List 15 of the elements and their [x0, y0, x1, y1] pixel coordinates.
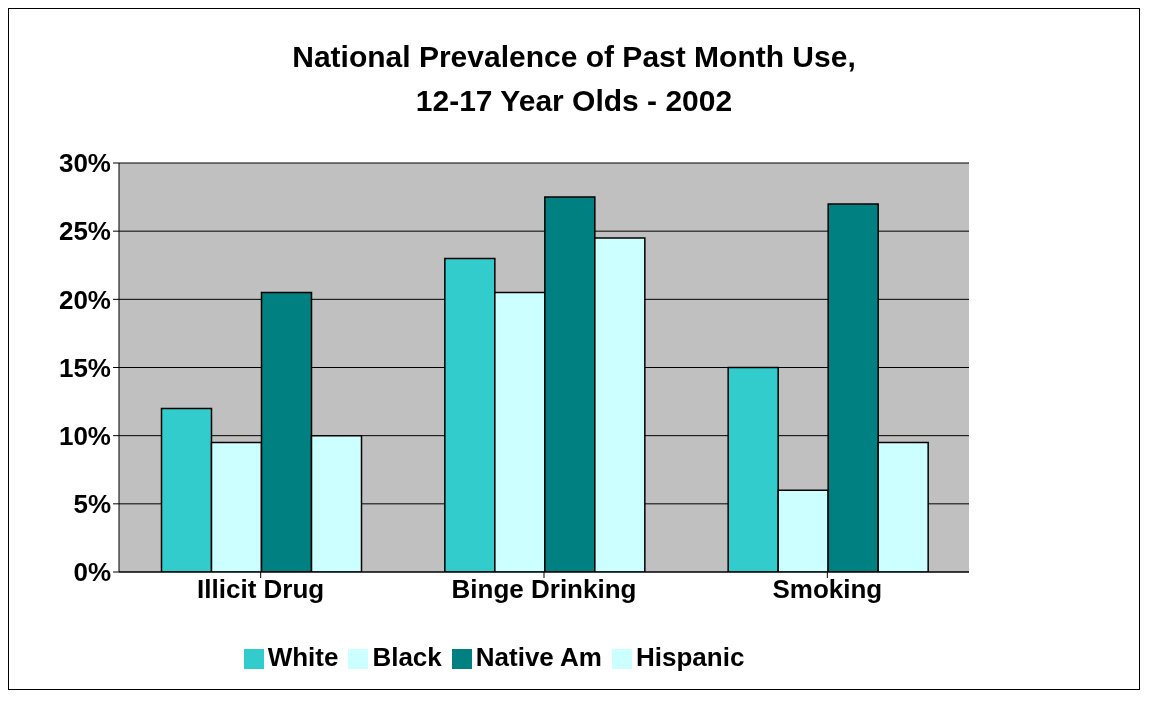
y-tick-label: 0%: [73, 557, 111, 588]
legend-label: White: [267, 642, 339, 672]
y-tick-label: 25%: [58, 216, 111, 247]
legend-label: Hispanic: [635, 642, 745, 672]
x-tick-label: Illicit Drug: [197, 574, 325, 605]
y-tick-label: 20%: [58, 284, 111, 315]
y-tick-label: 5%: [73, 489, 111, 520]
legend-label: Black: [372, 642, 442, 672]
y-tick-label: 15%: [58, 352, 111, 383]
y-tick-label: 10%: [58, 420, 111, 451]
chart-title: National Prevalence of Past Month Use, 12-17 Year Olds - 2002: [291, 39, 857, 119]
x-tick-label: Binge Drinking: [451, 574, 637, 605]
legend-label: Native Am: [475, 642, 602, 672]
x-tick-label: Smoking: [772, 574, 883, 605]
y-tick-label: 30%: [58, 148, 111, 179]
